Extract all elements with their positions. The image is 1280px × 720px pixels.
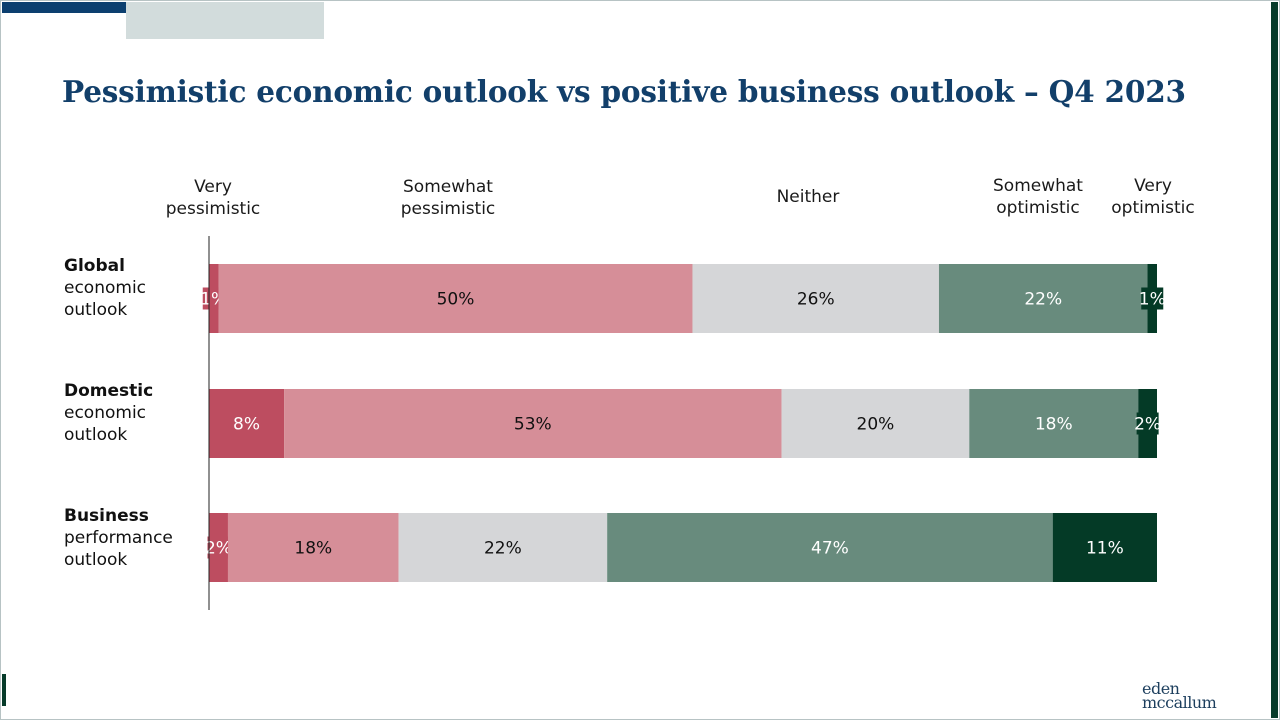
- row-label-bold: Business: [64, 506, 149, 526]
- bar-segment-somewhat-pessimistic: [218, 264, 693, 333]
- row-label-bold: Domestic: [64, 381, 154, 401]
- header-very-optimistic: Very optimistic: [1111, 176, 1195, 218]
- data-label-neither: 20%: [857, 415, 895, 435]
- left-accent-mark: [2, 674, 6, 706]
- company-logo: eden mccallum: [1142, 679, 1232, 712]
- header-very-pessimistic: Very pessimistic: [165, 177, 261, 219]
- data-label-very-pessimistic: 8%: [233, 415, 260, 435]
- bar-segment-somewhat-optimistic: [969, 389, 1139, 458]
- header-somewhat-pessimistic: Somewhat pessimistic: [400, 177, 496, 219]
- bar-segment-somewhat-optimistic: [607, 513, 1053, 582]
- data-label-somewhat-pessimistic: 18%: [294, 539, 332, 559]
- header-somewhat-optimistic: Somewhat optimistic: [993, 176, 1083, 218]
- header-neither: Neither: [776, 187, 840, 207]
- row-label-domestic: Domestic economic outlook: [64, 380, 153, 446]
- bar-segment-neither: [781, 389, 970, 458]
- row-label-business: Business performance outlook: [64, 505, 173, 571]
- row-label-bold: Global: [64, 256, 125, 276]
- data-label-somewhat-pessimistic: 53%: [514, 415, 552, 435]
- right-accent-bar: [1271, 2, 1278, 718]
- bar-segment-neither: [692, 264, 939, 333]
- data-label-neither: 26%: [797, 290, 835, 310]
- row-label-global: Global economic outlook: [64, 255, 146, 321]
- bar-segment-neither: [398, 513, 608, 582]
- data-label-background: [207, 536, 230, 559]
- data-label-neither: 22%: [484, 539, 522, 559]
- data-label-very-optimistic: 1%: [1139, 290, 1166, 310]
- bar-segment-very-optimistic: [1052, 513, 1157, 582]
- data-label-somewhat-optimistic: 18%: [1035, 415, 1073, 435]
- data-label-very-pessimistic: 2%: [205, 539, 232, 559]
- row-label-rest: economic outlook: [64, 403, 147, 445]
- data-label-background: [1136, 412, 1159, 435]
- header-grey-block: [126, 2, 324, 39]
- bar-segment-somewhat-optimistic: [938, 264, 1148, 333]
- row-label-rest: economic outlook: [64, 278, 147, 320]
- logo-line-1: eden: [1142, 679, 1180, 698]
- header-accent-bar: [2, 2, 236, 13]
- bar-segment-very-pessimistic: [209, 389, 285, 458]
- chart-title: Pessimistic economic outlook vs positive…: [62, 74, 1186, 109]
- logo-line-2: mccallum: [1142, 693, 1217, 712]
- row-label-rest: performance outlook: [64, 528, 173, 570]
- data-label-very-optimistic: 11%: [1086, 539, 1124, 559]
- data-label-somewhat-optimistic: 47%: [811, 539, 849, 559]
- data-label-very-optimistic: 2%: [1134, 415, 1161, 435]
- bar-segment-somewhat-pessimistic: [227, 513, 399, 582]
- data-label-background: [1141, 287, 1164, 310]
- data-label-somewhat-pessimistic: 50%: [437, 290, 475, 310]
- data-label-somewhat-optimistic: 22%: [1024, 290, 1062, 310]
- bar-segment-somewhat-pessimistic: [284, 389, 782, 458]
